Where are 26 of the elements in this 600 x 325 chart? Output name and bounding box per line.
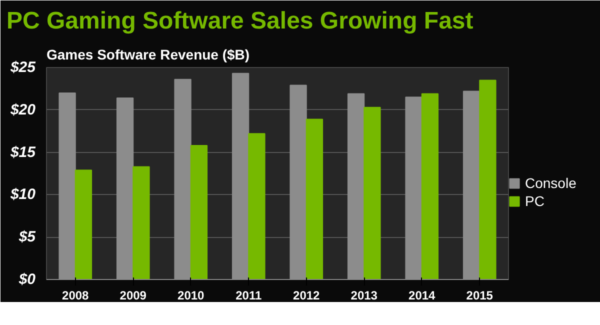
x-tick-label: 2014 — [408, 288, 436, 302]
x-tick-label: 2011 — [236, 288, 262, 302]
y-tick-label: $20 — [9, 101, 36, 118]
y-tick-label: $15 — [9, 144, 36, 161]
legend-label: Console — [525, 175, 576, 191]
bar — [190, 145, 208, 280]
bar — [132, 166, 150, 280]
chart-subtitle: Games Software Revenue ($B) — [46, 46, 250, 62]
y-tick-label: $25 — [9, 59, 36, 76]
bar — [74, 170, 92, 280]
y-tick-label: $10 — [9, 186, 36, 204]
chart-title: PC Gaming Software Sales Growing Fast — [6, 8, 474, 34]
bar — [421, 93, 439, 280]
bar — [248, 133, 266, 280]
x-tick-label: 2013 — [350, 288, 378, 302]
y-tick-label: $5 — [18, 228, 36, 246]
x-tick-label: 2008 — [62, 288, 90, 302]
legend-label: PC — [525, 193, 545, 209]
y-tick-label: $0 — [18, 271, 36, 288]
bar — [364, 106, 381, 280]
bar — [306, 118, 324, 280]
bar — [479, 80, 496, 280]
x-tick-label: 2010 — [178, 288, 205, 302]
x-tick-label: 2009 — [120, 288, 147, 302]
x-tick-label: 2012 — [293, 288, 320, 302]
x-tick-label: 2015 — [466, 288, 494, 302]
